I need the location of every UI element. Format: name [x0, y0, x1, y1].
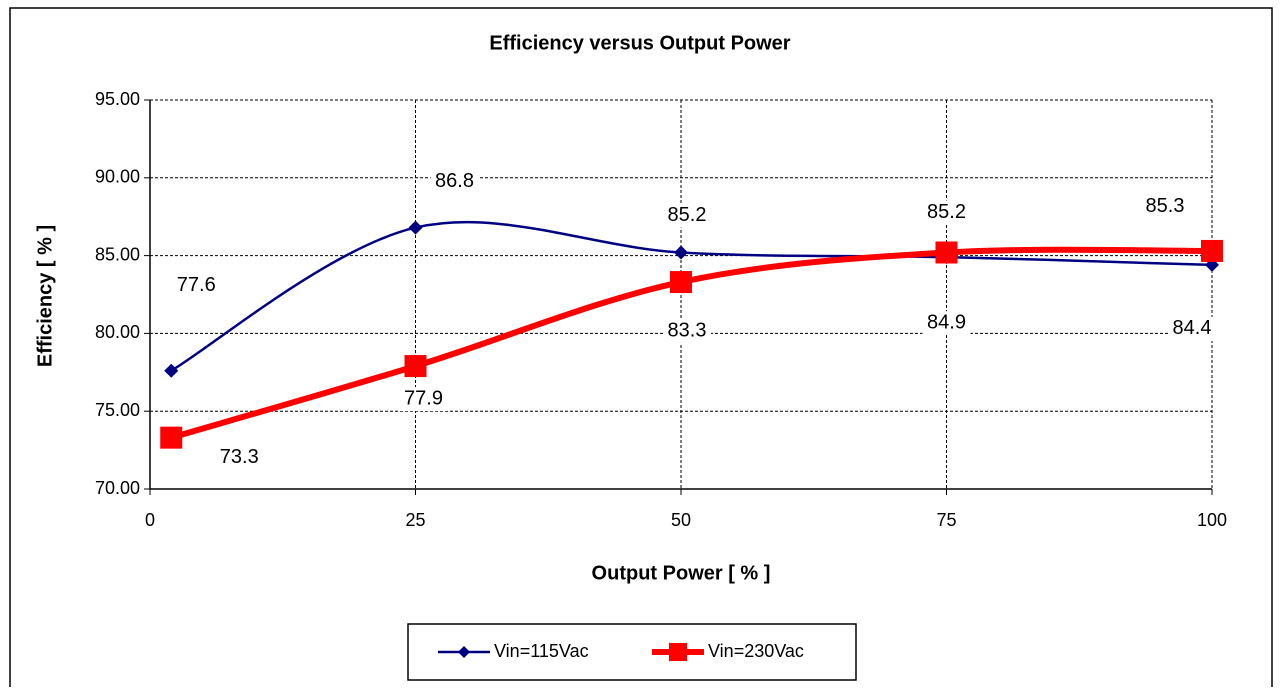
marker: [1201, 239, 1223, 262]
y-tick-label: 85.00: [95, 244, 140, 264]
marker: [164, 363, 179, 378]
legend-marker: [669, 643, 687, 661]
x-tick-label: 25: [405, 510, 425, 530]
legend-label: Vin=115Vac: [494, 641, 589, 661]
x-axis-label: Output Power [ % ]: [592, 562, 771, 584]
y-tick-label: 95.00: [95, 89, 140, 109]
data-label-bg: [663, 319, 711, 344]
marker: [935, 241, 958, 264]
marker: [404, 355, 427, 378]
marker: [674, 245, 688, 260]
data-label: 84.4: [1173, 317, 1212, 339]
data-label: 73.3: [220, 446, 259, 468]
x-tick-label: 75: [936, 510, 956, 530]
data-label-bg: [922, 311, 971, 336]
data-label-bg: [215, 445, 264, 470]
data-label: 85.2: [927, 201, 966, 223]
marker: [408, 220, 423, 235]
marker: [160, 426, 183, 449]
data-label-bg: [1168, 316, 1216, 341]
data-label: 77.9: [404, 387, 443, 409]
y-tick-label: 80.00: [95, 322, 140, 342]
legend-label: Vin=230Vac: [708, 641, 804, 661]
y-tick-label: 75.00: [95, 400, 140, 420]
y-axis-label: Efficiency [ % ]: [34, 225, 56, 367]
data-label: 85.3: [1146, 195, 1185, 217]
data-label: 86.8: [435, 170, 474, 192]
data-label-bg: [663, 203, 711, 228]
data-label-bg: [172, 273, 221, 298]
data-label: 84.9: [927, 311, 966, 333]
data-label-bg: [922, 200, 971, 225]
plot-area: [150, 100, 1212, 489]
x-tick-label: 50: [671, 510, 691, 530]
chart-title: Efficiency versus Output Power: [489, 32, 790, 54]
y-tick-label: 90.00: [95, 167, 140, 187]
x-tick-label: 0: [145, 510, 155, 530]
legend-marker: [458, 646, 470, 658]
x-tick-label: 100: [1197, 510, 1227, 530]
marker: [670, 271, 692, 294]
y-tick-label: 70.00: [95, 478, 140, 498]
data-label-bg: [399, 387, 448, 412]
data-label-bg: [430, 169, 479, 194]
data-label-bg: [1141, 194, 1189, 219]
data-label: 85.2: [668, 204, 707, 226]
data-label: 83.3: [668, 319, 707, 341]
data-label: 77.6: [177, 274, 216, 296]
